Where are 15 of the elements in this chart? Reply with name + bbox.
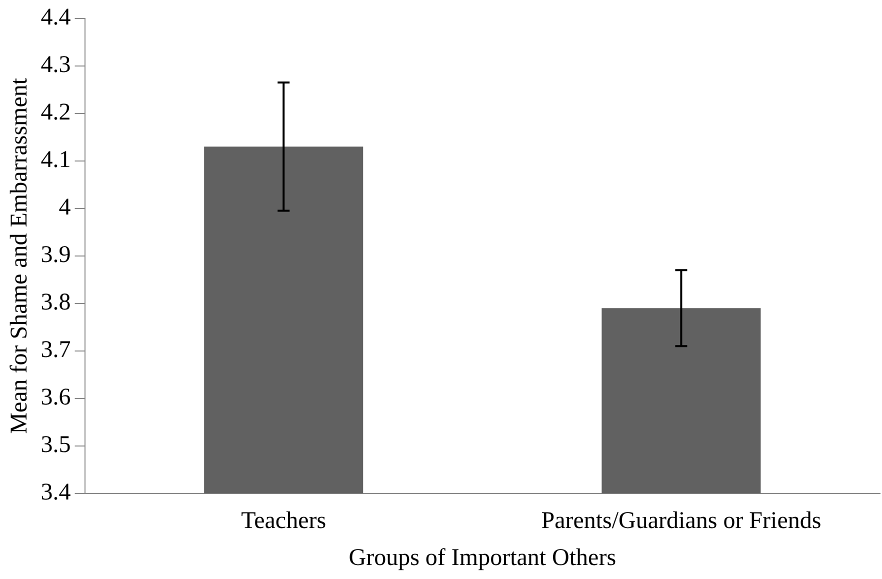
y-tick-label: 3.9 [40, 242, 71, 268]
x-tick-label: Parents/Guardians or Friends [541, 508, 822, 534]
y-tick-label: 4 [58, 194, 71, 221]
y-tick-label: 4.3 [40, 52, 71, 78]
y-tick-label: 3.4 [40, 480, 71, 506]
y-tick-label: 4.2 [40, 100, 71, 126]
y-tick-label: 3.6 [40, 384, 71, 411]
y-tick-label: 3.8 [40, 290, 71, 316]
y-tick-label: 3.5 [40, 432, 71, 458]
y-axis-title: Mean for Shame and Embarrassment [6, 78, 33, 434]
x-axis-title: Groups of Important Others [348, 544, 616, 571]
x-tick-label: Teachers [241, 508, 326, 534]
y-tick-label: 3.7 [40, 337, 71, 364]
y-tick-label: 4.1 [40, 147, 71, 174]
y-tick-label: 4.4 [40, 4, 71, 31]
